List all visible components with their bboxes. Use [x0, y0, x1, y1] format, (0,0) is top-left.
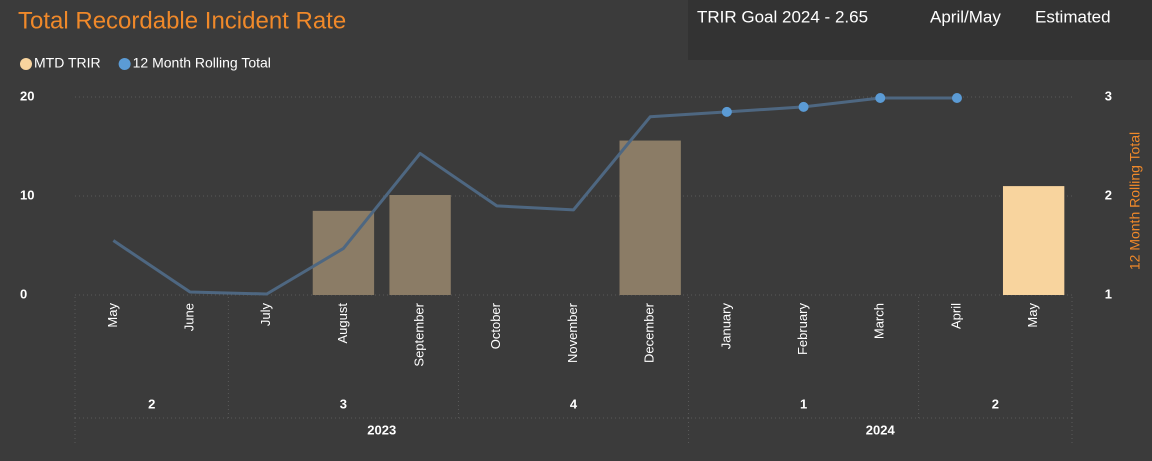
x-tick-label: February [795, 303, 810, 356]
y-tick-label: 10 [20, 187, 34, 202]
header-text: Estimated [1035, 7, 1111, 26]
quarters-label: 2 [992, 396, 999, 411]
x-tick-label: April [948, 303, 963, 329]
line-marker [798, 101, 809, 112]
y2-axis-label: 12 Month Rolling Total [1127, 132, 1143, 270]
legend-label: 12 Month Rolling Total [133, 55, 271, 71]
years-label: 2024 [866, 422, 896, 437]
quarters-label: 4 [570, 396, 578, 411]
legend-marker [20, 58, 32, 70]
bar [1002, 186, 1065, 295]
line-marker [951, 92, 962, 103]
legend-marker [118, 58, 131, 70]
line-marker [875, 92, 886, 103]
x-tick-label: May [105, 303, 120, 328]
x-tick-label: December [642, 302, 657, 363]
x-tick-label: January [718, 303, 733, 350]
header-text: April/May [930, 7, 1001, 26]
x-tick-label: July [258, 303, 273, 327]
bar [619, 140, 681, 295]
line [112, 96, 957, 296]
header-text: TRIR Goal 2024 - 2.65 [697, 7, 868, 26]
x-tick-label: August [335, 303, 350, 344]
x-tick-label: March [872, 303, 887, 339]
quarters-label: 2 [148, 396, 155, 411]
bar [389, 195, 451, 295]
years-label: 2023 [367, 422, 396, 437]
legend-label: MTD TRIR [34, 55, 101, 71]
line-marker [721, 106, 732, 117]
chart-title: Total Recordable Incident Rate [18, 7, 346, 34]
y2-tick-label: 2 [1105, 187, 1112, 202]
y-tick-label: 20 [20, 88, 34, 103]
x-tick-label: November [565, 302, 580, 363]
header-box [688, 0, 1152, 60]
x-tick-label: September [412, 302, 427, 366]
x-tick-label: June [181, 303, 196, 331]
y2-tick-label: 1 [1105, 286, 1112, 301]
quarters-label: 3 [340, 396, 347, 411]
y2-tick-label: 3 [1105, 88, 1112, 103]
quarters-label: 1 [800, 396, 807, 411]
x-tick-label: October [488, 302, 503, 349]
x-tick-label: May [1025, 303, 1040, 328]
y-tick-label: 0 [20, 286, 27, 301]
